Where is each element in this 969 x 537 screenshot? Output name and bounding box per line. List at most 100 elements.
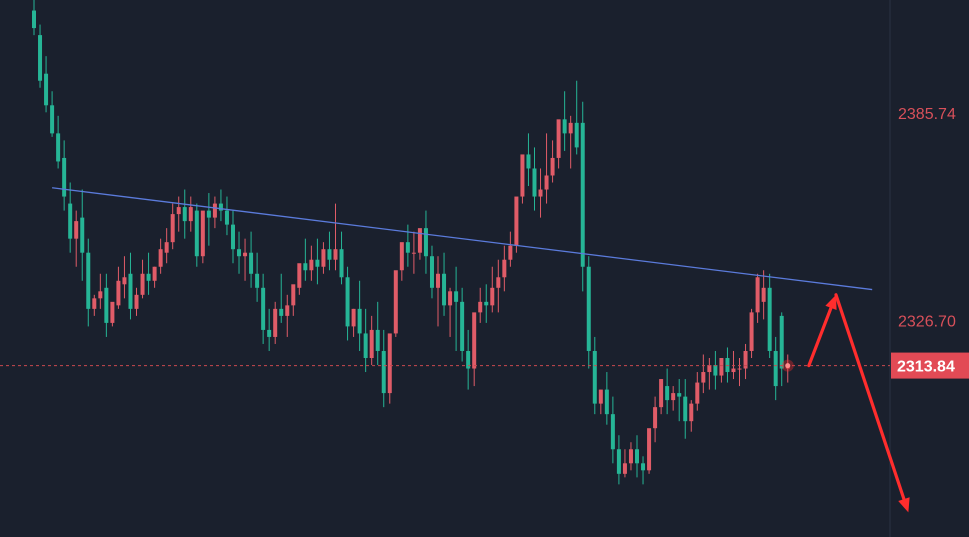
candle (508, 231, 513, 267)
candle-body (773, 350, 778, 387)
projection-arrows-group (807, 293, 910, 513)
candle-body (466, 350, 471, 369)
candle-body (671, 393, 676, 401)
candle (261, 273, 266, 344)
candle (375, 301, 380, 366)
candle (32, 0, 36, 36)
candle-body (285, 305, 290, 316)
candle-body (194, 210, 199, 257)
candle (152, 266, 157, 288)
candle-body (635, 449, 639, 464)
candle (737, 358, 742, 387)
arrow-head (898, 497, 910, 513)
candle (273, 301, 278, 344)
candle-body (291, 284, 296, 306)
candle (255, 252, 260, 302)
candle (725, 347, 730, 383)
candle-body (170, 214, 175, 243)
candle (243, 238, 248, 281)
candle-body (647, 428, 652, 471)
candle (74, 210, 79, 267)
candle (550, 140, 555, 183)
candle-body (267, 329, 272, 337)
candle (532, 147, 537, 211)
trendline-group (52, 187, 873, 291)
candle-body (345, 277, 350, 327)
candle (659, 379, 664, 415)
candle (315, 238, 320, 285)
candle-body (767, 287, 772, 351)
candle (381, 329, 386, 408)
candle-body (556, 119, 561, 158)
candle-body (689, 403, 694, 422)
candle-body (653, 407, 658, 429)
candle (773, 336, 778, 401)
candle (677, 379, 682, 422)
candle-body (568, 122, 573, 134)
candle-body (496, 277, 501, 288)
candle-body (761, 287, 766, 302)
candle-body (538, 189, 543, 197)
candle (647, 428, 652, 474)
candle (411, 231, 416, 274)
candle (327, 231, 332, 271)
candle-body (44, 73, 49, 106)
candle-body (562, 119, 567, 134)
candle-body (74, 221, 79, 239)
candle (466, 329, 471, 390)
candle (779, 312, 784, 387)
candle-body (586, 266, 591, 351)
candle-body (436, 273, 441, 288)
current-price-line-group (0, 359, 890, 372)
candle-body (62, 157, 67, 197)
candle (580, 101, 585, 292)
candle (719, 358, 724, 383)
candle-body (695, 382, 700, 404)
candle-body (665, 386, 670, 401)
candle-body (514, 196, 519, 246)
candle-body (261, 287, 266, 330)
candle (134, 287, 139, 316)
candle-body (737, 368, 742, 370)
candle (755, 273, 760, 323)
candle (128, 252, 133, 320)
candle-body (429, 256, 434, 288)
candle-body (243, 252, 248, 257)
current-price-tag-background (891, 352, 969, 379)
candle (743, 343, 748, 380)
projection-arrow-down (834, 293, 910, 513)
candle-body (140, 273, 145, 295)
candle-body (411, 252, 416, 254)
candle-body (369, 329, 374, 358)
candle (86, 238, 91, 327)
candle-body (98, 291, 103, 299)
candle (731, 350, 736, 380)
candle-body (315, 259, 320, 267)
candle-body (743, 350, 748, 369)
candle-body (237, 249, 242, 257)
candle-body (146, 273, 151, 281)
candle-body (460, 301, 465, 351)
candle-body (544, 175, 549, 190)
candle (689, 400, 694, 432)
candle (297, 263, 302, 295)
candle (164, 228, 169, 264)
candle (622, 449, 627, 478)
candle-body (128, 273, 133, 309)
candle (610, 396, 615, 464)
candle (653, 396, 658, 443)
candle (44, 56, 49, 113)
candle (683, 379, 688, 439)
candle-body (484, 301, 489, 306)
candle (586, 256, 591, 369)
candle (701, 354, 706, 394)
candle-body (279, 308, 284, 316)
candle-body (520, 154, 525, 197)
candle (635, 435, 639, 478)
candle (146, 252, 151, 295)
candle (460, 287, 465, 362)
candle (218, 189, 223, 222)
